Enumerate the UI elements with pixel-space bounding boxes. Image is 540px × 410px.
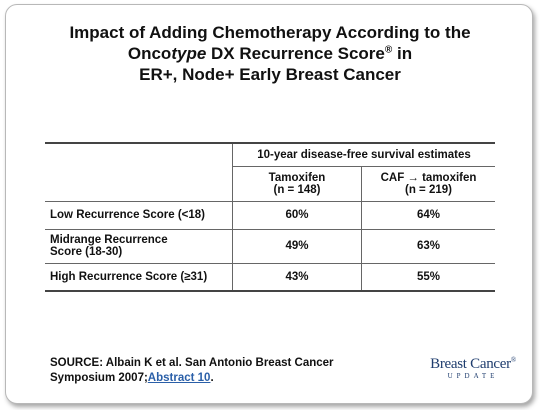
logo-mark: ®	[510, 356, 516, 364]
column-header: Tamoxifen (n = 148)	[232, 165, 362, 201]
logo: Breast Cancer® UPDATE	[428, 356, 518, 380]
cell: 64%	[361, 200, 495, 229]
column-name: CAF → tamoxifen	[380, 171, 477, 184]
title: Impact of Adding Chemotherapy According …	[0, 22, 540, 85]
source-end: .	[210, 372, 214, 384]
source: SOURCE: Albain K et al. San Antonio Brea…	[50, 356, 400, 386]
logo-name: Breast Cancer	[430, 356, 511, 372]
empty-cell	[45, 142, 233, 166]
table: 10-year disease-free survival estimates …	[45, 142, 495, 292]
title-part: type	[171, 44, 207, 63]
cell: 49%	[232, 228, 362, 263]
title-line: Impact of Adding Chemotherapy According …	[69, 23, 471, 42]
column-header: CAF → tamoxifen (n = 219)	[361, 165, 495, 201]
title-part: Onco	[127, 44, 172, 63]
logo-name-row: Breast Cancer®	[428, 356, 518, 373]
title-sup: ®	[384, 44, 393, 56]
column-n: (n = 219)	[405, 183, 452, 196]
row-label: Midrange Recurrence Score (18-30)	[45, 228, 233, 263]
cell: 63%	[361, 228, 495, 263]
row-label: High Recurrence Score (≥31)	[45, 262, 233, 292]
title-line: Oncotype DX Recurrence Score® in	[0, 43, 540, 64]
logo-sub: UPDATE	[447, 372, 499, 380]
cell: 55%	[361, 262, 495, 292]
title-part: DX Recurrence Score	[206, 44, 385, 63]
group-header: 10-year disease-free survival estimates	[232, 142, 495, 166]
row-label: Low Recurrence Score (<18)	[45, 200, 233, 229]
empty-cell	[45, 166, 233, 201]
title-line: ER+, Node+ Early Breast Cancer	[139, 65, 401, 84]
source-link[interactable]: Abstract 10	[147, 372, 211, 384]
column-n: (n = 148)	[273, 183, 321, 196]
cell: 60%	[232, 200, 362, 229]
cell: 43%	[232, 262, 362, 292]
source-text: SOURCE: Albain K et al. San Antonio Brea…	[50, 357, 334, 384]
column-name: Tamoxifen	[268, 171, 326, 184]
title-part: in	[392, 44, 413, 63]
